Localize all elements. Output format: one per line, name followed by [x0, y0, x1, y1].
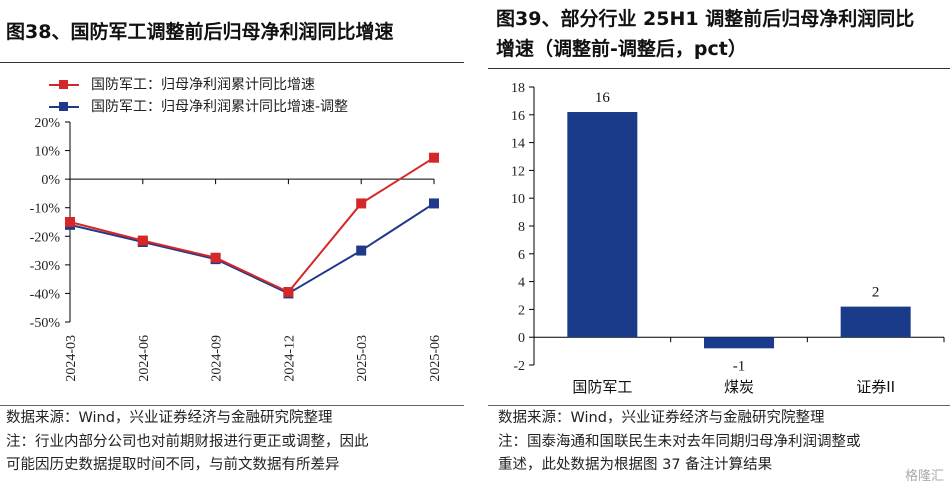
- y-tick-label: 6: [518, 248, 525, 263]
- left-note-line2: 可能因历史数据提取时间不同，与前文数据有所差异: [6, 457, 340, 473]
- series-0-point: [283, 287, 294, 297]
- legend-label-blue: 国防军工：归母净利润累计同比增速-调整: [91, 99, 349, 115]
- x-category-label: 证券II: [856, 378, 895, 396]
- right-chart-title: 图39、部分行业 25H1 调整前后归母净利润同比 增速（调整前-调整后，pct…: [496, 4, 948, 64]
- right-source: 数据来源：Wind，兴业证券经济与金融研究院整理: [498, 410, 825, 426]
- right-title-rule: [488, 68, 950, 69]
- bar: [567, 112, 638, 338]
- left-source: 数据来源：Wind，兴业证券经济与金融研究院整理: [6, 410, 333, 426]
- series-1-point: [356, 245, 367, 256]
- y-tick-label: 8: [518, 220, 525, 235]
- y-tick-label: 20%: [34, 116, 60, 131]
- y-tick-label: -50%: [30, 316, 61, 331]
- series-1-point: [429, 198, 439, 209]
- x-tick-label: 2024-03: [64, 335, 79, 382]
- x-tick-label: 2024-12: [282, 335, 297, 382]
- legend-marker-blue: [59, 102, 68, 111]
- right-chart-title-line1: 图39、部分行业 25H1 调整前后归母净利润同比: [496, 8, 915, 30]
- y-tick-label: -20%: [30, 230, 61, 245]
- x-tick-label: 2025-03: [355, 335, 370, 382]
- right-chart-panel: 图39、部分行业 25H1 调整前后归母净利润同比 增速（调整前-调整后，pct…: [488, 0, 950, 488]
- y-tick-label: -10%: [30, 202, 61, 217]
- x-tick-label: 2024-09: [210, 335, 225, 382]
- right-chart-title-line2: 增速（调整前-调整后，pct）: [496, 38, 747, 60]
- legend-label-red: 国防军工：归母净利润累计同比增速: [91, 77, 315, 93]
- y-tick-label: 0%: [41, 173, 60, 188]
- y-tick-label: 18: [511, 81, 525, 96]
- bar-data-label: 2: [872, 285, 880, 301]
- series-0-point: [356, 198, 367, 209]
- right-note-line1: 注：国泰海通和国联民生未对去年同期归母净利润调整或: [498, 434, 861, 450]
- y-tick-label: 14: [511, 137, 525, 152]
- series-0-point: [137, 235, 148, 246]
- left-footer-rule: [0, 405, 464, 406]
- y-tick-label: -2: [513, 359, 525, 374]
- series-line-1: [69, 202, 435, 295]
- series-0-point: [429, 152, 439, 163]
- y-tick-label: 0: [518, 331, 525, 346]
- y-tick-label: 16: [511, 109, 525, 124]
- x-category-label: 国防军工: [572, 378, 632, 396]
- y-tick-label: 4: [518, 276, 525, 291]
- left-title-rule: [0, 62, 464, 63]
- y-tick-label: 10%: [34, 145, 60, 160]
- series-line-0: [69, 156, 435, 294]
- left-note-line1: 注：行业内部分公司也对前期财报进行更正或调整，因此: [6, 434, 369, 450]
- x-tick-label: 2024-06: [137, 335, 152, 382]
- bar: [840, 306, 911, 338]
- bar-data-label: -1: [733, 358, 746, 374]
- right-note-line2: 重述，此处数据为根据图 37 备注计算结果: [498, 457, 773, 473]
- left-chart-title: 图38、国防军工调整前后归母净利润同比增速: [6, 21, 394, 43]
- y-tick-label: -30%: [30, 259, 61, 274]
- y-tick-label: -40%: [30, 287, 61, 302]
- line-chart: 20% 10% 0% -10% -20% -30% -40% -50%2024-03 2024-…: [30, 116, 443, 382]
- y-tick-label: 12: [511, 164, 525, 179]
- series-0-point: [210, 252, 221, 263]
- series-0-point: [65, 217, 75, 227]
- bar-data-label: 16: [595, 90, 611, 106]
- left-chart-panel: 图38、国防军工调整前后归母净利润同比增速 20% 10% 0% -10% -20% -3…: [0, 0, 470, 488]
- right-footer-rule: [488, 405, 950, 406]
- bar: [704, 337, 774, 349]
- x-tick-label: 2025-06: [428, 335, 443, 382]
- y-tick-label: 2: [518, 303, 525, 318]
- watermark-logo: 格隆汇: [904, 469, 944, 484]
- x-category-label: 煤炭: [724, 378, 754, 396]
- y-tick-label: 10: [511, 192, 525, 207]
- bar-chart: 18 16 14 12 10 8 6 4 2 0 -2 16 国防军工 -1 煤炭 2 证券II: [511, 81, 945, 396]
- legend-marker-red: [59, 80, 68, 89]
